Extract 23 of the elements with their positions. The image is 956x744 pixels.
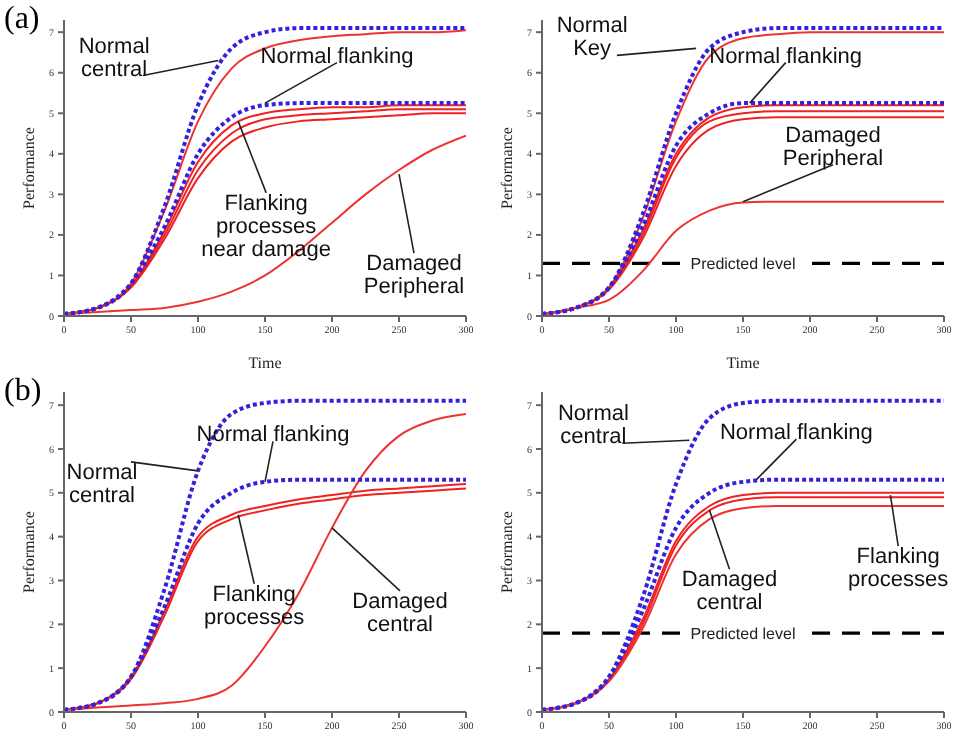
annotation: Normal flanking	[260, 44, 414, 69]
annotation: Flanking processes	[848, 545, 950, 593]
x-axis-title: Time	[726, 354, 761, 372]
y-axis-title: Performance	[497, 126, 516, 209]
ref-line-label: Predicted level	[690, 625, 796, 644]
annotation: Damaged central	[352, 589, 448, 637]
text: (b)	[4, 374, 42, 408]
annotation: Damaged Peripheral	[782, 123, 884, 171]
annotation: Normal central	[78, 34, 150, 82]
annotation: Normal central	[66, 460, 138, 508]
y-axis-title: Performance	[19, 510, 38, 593]
ref-line-label: Predicted level	[690, 255, 796, 274]
annotation: Normal flanking	[719, 421, 873, 446]
y-axis-title: Performance	[19, 126, 38, 209]
annotation: Damaged central	[681, 568, 778, 616]
annotation: Normal Key	[556, 14, 628, 62]
annotation: Damaged Peripheral	[363, 252, 465, 300]
annotation: Normal flanking	[709, 44, 863, 69]
annotation: Normal flanking	[196, 423, 350, 448]
text: (a)	[4, 2, 40, 36]
annotation: Normal central	[557, 402, 629, 450]
x-axis-title: Time	[248, 354, 283, 372]
y-axis-title: Performance	[497, 510, 516, 593]
